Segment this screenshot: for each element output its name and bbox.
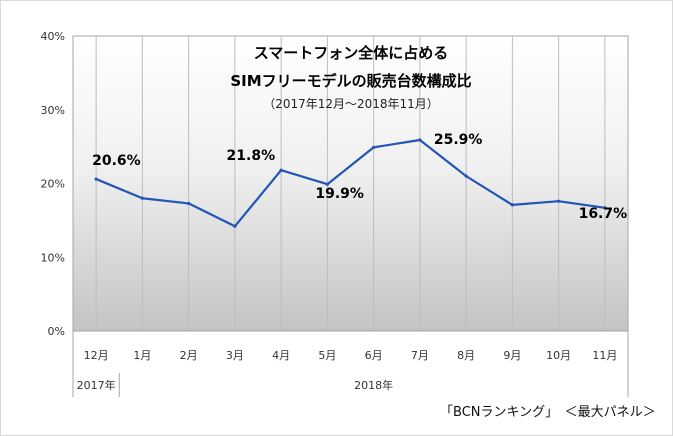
data-point: [325, 182, 329, 186]
grid-lines: [95, 36, 606, 331]
chart-title-line-2: SIMフリーモデルの販売台数構成比: [230, 72, 471, 90]
data-label: 16.7%: [579, 206, 628, 222]
year-label-2017: 2017年: [77, 378, 116, 392]
data-point: [279, 168, 283, 172]
x-tick-label: 10月: [546, 349, 571, 362]
data-point: [140, 196, 144, 200]
data-point: [464, 174, 468, 178]
data-label: 21.8%: [227, 148, 276, 164]
x-tick-label: 8月: [457, 349, 475, 362]
y-tick-label: 20%: [41, 178, 65, 191]
data-point: [603, 206, 607, 210]
data-point: [418, 138, 422, 142]
data-label: 19.9%: [315, 186, 364, 202]
source-note: 「BCNランキング」 ＜最大パネル＞: [440, 405, 656, 420]
series-line: [95, 138, 606, 228]
plot-area: [72, 35, 629, 332]
series: [94, 138, 607, 228]
x-tick-label: 11月: [592, 349, 617, 362]
x-tick-label: 1月: [133, 349, 151, 362]
chart-title-line-1: スマートフォン全体に占める: [254, 44, 449, 62]
y-tick-label: 10%: [41, 251, 65, 264]
chart-period: （2017年12月～2018年11月）: [263, 97, 439, 111]
x-tick-label: 4月: [272, 349, 290, 362]
data-point: [233, 224, 237, 228]
data-label: 25.9%: [434, 132, 483, 148]
data-point: [510, 203, 514, 207]
x-tick-label: 6月: [365, 349, 383, 362]
y-tick-label: 40%: [41, 30, 65, 43]
y-tick-label: 30%: [41, 104, 65, 117]
x-tick-label: 5月: [318, 349, 336, 362]
data-point: [557, 199, 561, 203]
x-tick-label: 7月: [411, 349, 429, 362]
x-tick-label: 3月: [226, 349, 244, 362]
y-tick-label: 0%: [48, 325, 65, 338]
x-tick-label: 2月: [180, 349, 198, 362]
data-label: 20.6%: [92, 153, 141, 169]
data-labels: 20.6% 21.8% 19.9% 25.9% 16.7%: [92, 132, 627, 222]
data-point: [187, 201, 191, 206]
x-tick-label: 12月: [84, 349, 109, 362]
x-tick-label: 9月: [503, 349, 521, 362]
axes: 0% 10% 20% 30% 40% 12月 1月 2月 3月 4月 5月 6月 7月 8月 9月 10月 11…: [41, 30, 629, 397]
year-label-2018: 2018年: [354, 378, 393, 392]
data-point: [94, 177, 98, 181]
data-point: [372, 145, 376, 149]
